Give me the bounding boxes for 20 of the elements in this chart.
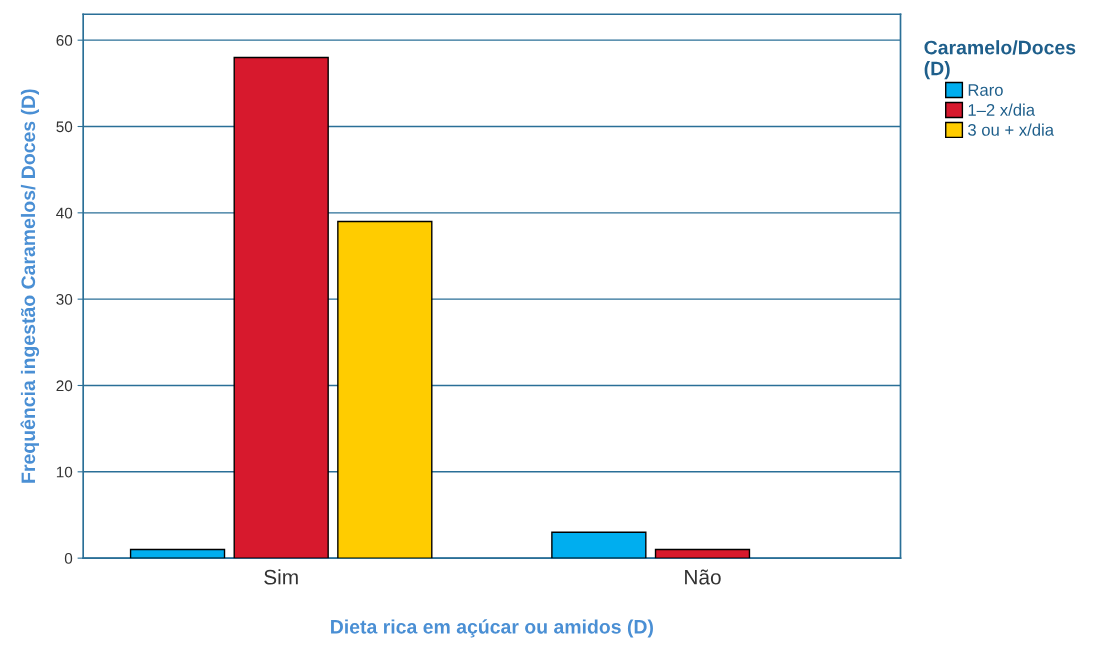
y-tick-label: 60 [56, 35, 73, 46]
y-tick-label: 0 [64, 553, 73, 564]
x-tick-label: Não [685, 569, 721, 585]
bar [337, 220, 433, 559]
bar [551, 531, 647, 559]
bar [233, 56, 329, 559]
y-tick-label: 50 [56, 121, 73, 133]
legend-title: Caramelo/Doces (D) [924, 40, 1076, 80]
y-axis-title: Frequência ingestão Caramelos/ Doces (D) [20, 89, 40, 483]
bar [129, 548, 226, 559]
y-tick-label: 10 [56, 466, 73, 478]
legend-label: Raro [968, 84, 1003, 96]
y-tick-label: 20 [56, 380, 73, 392]
y-tick-label: 30 [56, 294, 73, 305]
x-axis-title: Dieta rica em açúcar ou amidos (D) [331, 619, 653, 638]
x-tick-label: Sim [264, 569, 298, 585]
legend-label: 3 ou + x/dia [968, 123, 1055, 136]
bar [654, 548, 751, 559]
y-tick-label: 40 [56, 207, 73, 219]
legend-label: 1–2 x/dia [968, 103, 1036, 116]
